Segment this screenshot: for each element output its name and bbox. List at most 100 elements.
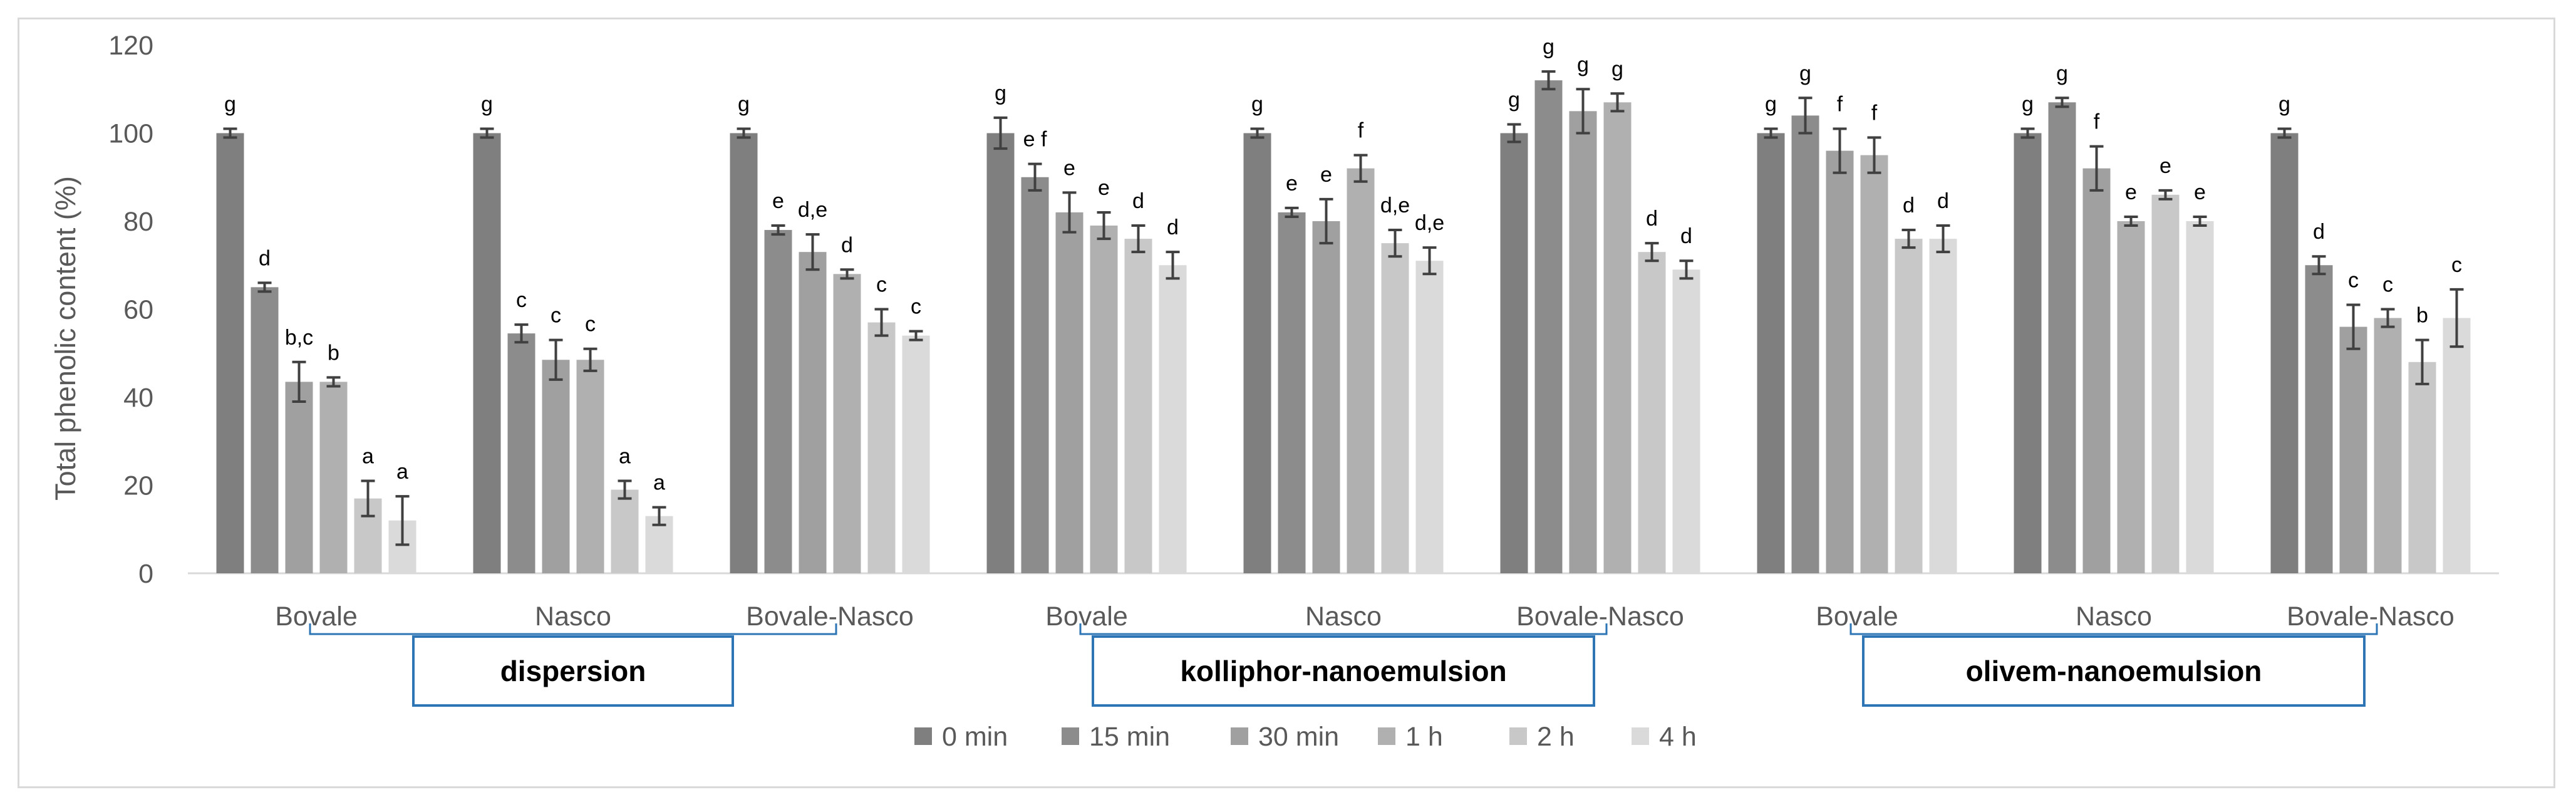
legend-swatch [1062,727,1079,745]
legend-label: 30 min [1258,722,1339,752]
bar [1124,239,1152,574]
bar [1243,133,1271,573]
legend-label: 1 h [1405,722,1443,752]
y-tick-label: 100 [108,119,153,149]
significance-label: c [585,313,596,336]
significance-label: e [1286,172,1298,195]
bar [576,360,604,573]
bar [764,230,792,573]
bar [2270,133,2299,573]
bar [833,274,861,573]
legend-label: 0 min [942,722,1008,752]
formulation-box [412,635,734,707]
significance-label: d [259,246,271,270]
y-tick-label: 60 [123,295,153,325]
significance-label: d,e [798,198,827,222]
significance-label: g [1799,61,1811,85]
legend-swatch [914,727,932,745]
legend-swatch [1509,727,1527,745]
bar [2305,265,2333,573]
bar [986,133,1015,573]
category-label: Bovale [1816,601,1898,632]
formulation-label: kolliphor-nanoemulsion [1180,655,1506,687]
significance-label: b [2416,304,2428,328]
formulation-bracket [1849,623,2378,635]
bar [1500,133,1528,573]
significance-label: g [481,92,493,116]
bar [507,333,535,573]
formulation-bracket [1079,623,1608,635]
significance-label: e [2125,180,2137,204]
bar [1860,155,1888,573]
bar [2339,326,2367,573]
significance-label: c [876,273,887,297]
significance-label: f [1871,102,1878,125]
category-label: Bovale-Nasco [746,601,914,632]
bar [867,322,896,573]
bar [2117,221,2145,573]
significance-label: e [2194,180,2206,204]
bar [799,252,827,573]
significance-label: d [1167,216,1179,239]
axes: 0 20 40 60 80 100 120 [108,31,2499,589]
bar [2374,318,2402,573]
bar [1347,168,1375,573]
category-label: Bovale-Nasco [1516,601,1684,632]
significance-label: e f [1023,128,1047,152]
bar [1895,239,1923,574]
significance-label: g [2022,92,2034,116]
bar [285,382,313,573]
significance-label: d [841,233,853,257]
bar [1312,221,1340,573]
y-tick-label: 20 [123,471,153,501]
bar [473,133,501,573]
bar [2151,194,2180,574]
y-tick-label: 120 [108,31,153,61]
bar [2408,362,2436,573]
significance-label: d,e [1415,211,1444,235]
bar [1159,265,1187,573]
significance-label: f [1358,119,1364,143]
formulation-box [1092,635,1595,707]
significance-label: d [1646,207,1658,231]
bar [2443,318,2471,573]
y-tick-label: 0 [138,559,153,589]
formulation-box [1862,635,2366,707]
significance-label: a [362,444,374,468]
legend: 0 min 15 min 30 min 1 h 2 h 4 h [914,722,1697,752]
significance-label: e [1320,163,1332,187]
bar [1415,261,1444,573]
significance-label: d [1680,224,1692,248]
bar [611,489,639,573]
significance-label: g [1251,92,1263,116]
y-axis-label: Total phenolic content (%) [49,176,81,501]
legend-swatch [1632,727,1649,745]
significance-label: g [224,92,236,116]
significance-label: g [1611,57,1623,81]
significance-label: c [2382,273,2393,297]
bars [216,70,2471,574]
category-label: Bovale [1045,601,1127,632]
bar [1534,80,1563,573]
bar [1638,252,1666,573]
bar [1672,269,1700,573]
legend-swatch [1378,727,1395,745]
bar [1021,177,1049,573]
bar [1278,212,1306,573]
bar [1791,115,1819,573]
significance-label: b,c [285,326,313,350]
significance-label: g [2279,92,2290,116]
bar [1757,133,1785,573]
bar [1055,212,1084,573]
category-label: Bovale [275,601,357,632]
bar [251,287,279,573]
significance-label: g [2056,61,2068,85]
y-tick-label: 40 [123,383,153,413]
legend-swatch [1231,727,1248,745]
legend-label: 4 h [1659,722,1697,752]
legend-label: 15 min [1089,722,1170,752]
significance-label: e [1098,176,1110,200]
significance-label: c [911,295,921,319]
significance-label: g [995,81,1006,105]
